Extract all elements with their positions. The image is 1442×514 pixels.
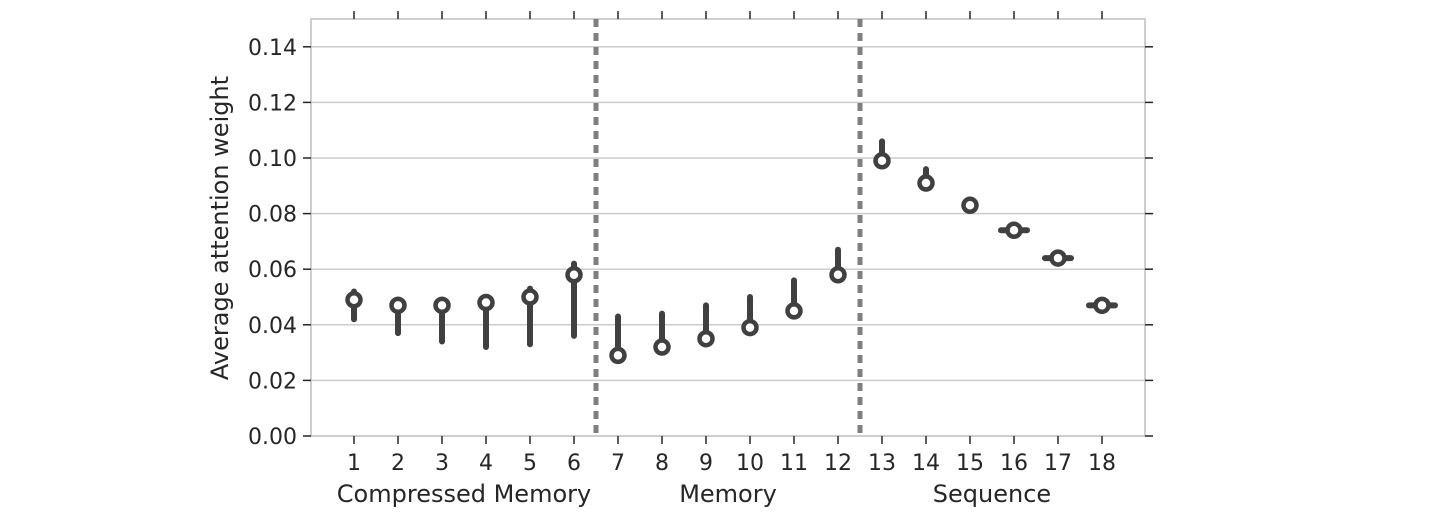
gridlines <box>311 46 1145 382</box>
y-tick-label: 0.10 <box>248 147 297 172</box>
x-tick-label: 15 <box>956 451 984 476</box>
y-tick-label: 0.02 <box>248 369 297 394</box>
x-tick-label: 7 <box>611 451 625 476</box>
mean-marker <box>829 266 847 284</box>
x-tick-label: 6 <box>567 451 581 476</box>
x-tick-label: 9 <box>699 451 713 476</box>
x-tick-label: 14 <box>912 451 940 476</box>
data-points <box>345 138 1118 365</box>
mean-marker <box>873 152 891 170</box>
mean-marker <box>1093 296 1111 315</box>
group-labels: Compressed Memory Memory Sequence <box>337 480 1051 508</box>
x-tick-label: 1 <box>347 451 361 476</box>
group-label: Memory <box>679 480 777 508</box>
x-tick-label: 17 <box>1044 451 1072 476</box>
mean-marker <box>917 174 935 192</box>
y-tick-label: 0.14 <box>248 36 297 61</box>
group-label: Sequence <box>933 480 1051 508</box>
mean-marker <box>389 296 407 315</box>
mean-marker <box>1005 221 1023 240</box>
mean-marker <box>653 338 671 356</box>
mean-marker <box>697 329 715 348</box>
mean-marker <box>345 291 363 309</box>
x-tick-label: 18 <box>1088 451 1116 476</box>
plot-frame <box>310 18 1146 437</box>
x-tick-label: 5 <box>523 451 537 476</box>
tick-labels: 0.000.020.040.060.080.100.120.141 2 3 4 5 6 7 8… <box>248 36 1116 476</box>
x-tick-label: 8 <box>655 451 669 476</box>
y-tick-label: 0.12 <box>248 91 297 116</box>
mean-marker <box>785 302 803 320</box>
y-tick-label: 0.00 <box>248 425 297 450</box>
mean-marker <box>565 266 583 284</box>
x-tick-label: 4 <box>479 451 493 476</box>
mean-marker <box>741 318 759 337</box>
x-tick-label: 11 <box>780 451 808 476</box>
y-axis-label: Average attention weight <box>206 76 234 380</box>
mean-marker <box>521 288 539 306</box>
group-label: Compressed Memory <box>337 480 591 508</box>
y-tick-label: 0.04 <box>248 314 297 339</box>
x-tick-label: 13 <box>868 451 896 476</box>
x-tick-label: 3 <box>435 451 449 476</box>
y-tick-label: 0.06 <box>248 258 297 283</box>
x-tick-label: 16 <box>1000 451 1028 476</box>
mean-marker <box>1049 249 1067 267</box>
group-separators <box>593 19 863 436</box>
mean-marker <box>961 196 979 215</box>
mean-marker <box>433 296 451 315</box>
mean-marker <box>609 346 627 365</box>
axis-ticks <box>303 11 1153 444</box>
x-tick-label: 10 <box>736 451 764 476</box>
y-tick-label: 0.08 <box>248 203 297 228</box>
x-tick-label: 2 <box>391 451 405 476</box>
mean-marker <box>477 293 495 312</box>
x-tick-label: 12 <box>824 451 852 476</box>
